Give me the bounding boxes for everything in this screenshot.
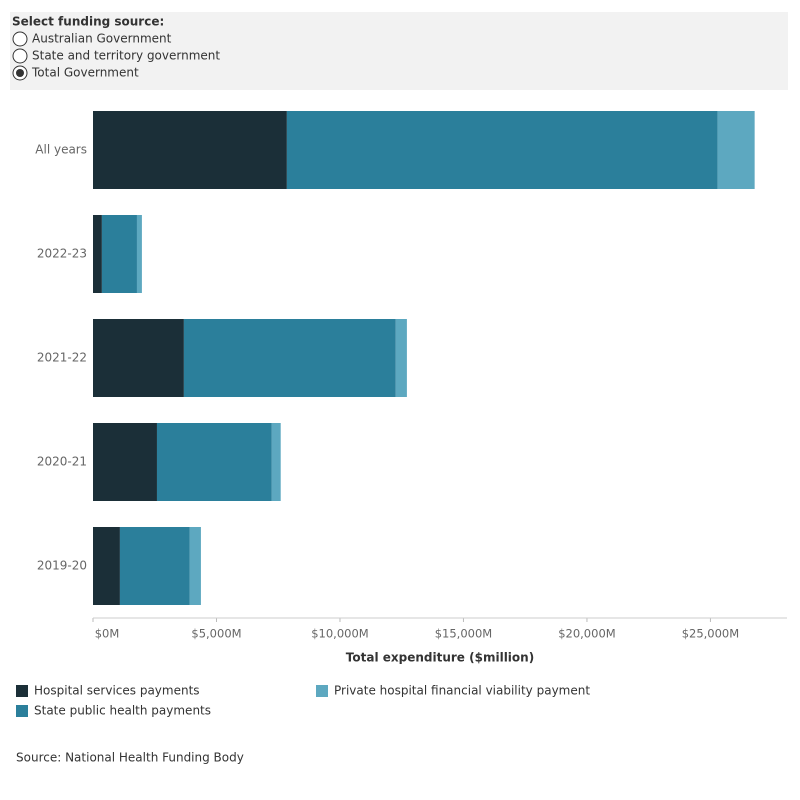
radio-label[interactable]: Total Government xyxy=(31,66,139,80)
legend-swatch xyxy=(16,685,28,697)
x-tick-label: $25,000M xyxy=(682,627,739,641)
legend-label: State public health payments xyxy=(34,704,211,718)
radio-button[interactable] xyxy=(12,31,28,47)
bar-segment xyxy=(93,423,157,501)
bar-segment xyxy=(156,423,272,501)
category-label: 2019-20 xyxy=(37,559,87,573)
legend-swatch xyxy=(16,705,28,717)
category-label: All years xyxy=(35,143,87,157)
legend-swatch xyxy=(316,685,328,697)
bar-segment xyxy=(286,111,718,189)
bar-segment xyxy=(183,319,396,397)
filter-panel xyxy=(10,12,788,90)
bar-segment xyxy=(101,215,137,293)
x-tick-label: $15,000M xyxy=(435,627,492,641)
x-tick-label: $0M xyxy=(95,627,120,641)
bar-segment xyxy=(93,527,120,605)
radio-label[interactable]: State and territory government xyxy=(32,49,220,63)
bar-segment xyxy=(93,111,287,189)
x-axis-title: Total expenditure ($million) xyxy=(346,651,534,665)
category-label: 2021-22 xyxy=(37,351,87,365)
legend-label: Private hospital financial viability pay… xyxy=(334,684,590,698)
bar-segment xyxy=(136,215,142,293)
bar-segment xyxy=(119,527,190,605)
source: Source: National Health Funding Body xyxy=(16,751,244,765)
x-tick-label: $5,000M xyxy=(191,627,241,641)
filter-label: Select funding source: xyxy=(12,15,164,29)
bar-segment xyxy=(189,527,201,605)
x-tick-label: $20,000M xyxy=(558,627,615,641)
radio-label[interactable]: Australian Government xyxy=(32,32,172,46)
radio-dot xyxy=(16,69,24,77)
bar-segment xyxy=(93,215,102,293)
bar-segment xyxy=(271,423,281,501)
category-label: 2020-21 xyxy=(37,455,87,469)
bar-segment xyxy=(395,319,407,397)
legend-label: Hospital services payments xyxy=(34,684,200,698)
category-label: 2022-23 xyxy=(37,247,87,261)
x-tick-label: $10,000M xyxy=(311,627,368,641)
radio-button[interactable] xyxy=(12,48,28,64)
bar-segment xyxy=(93,319,184,397)
bar-segment xyxy=(717,111,755,189)
